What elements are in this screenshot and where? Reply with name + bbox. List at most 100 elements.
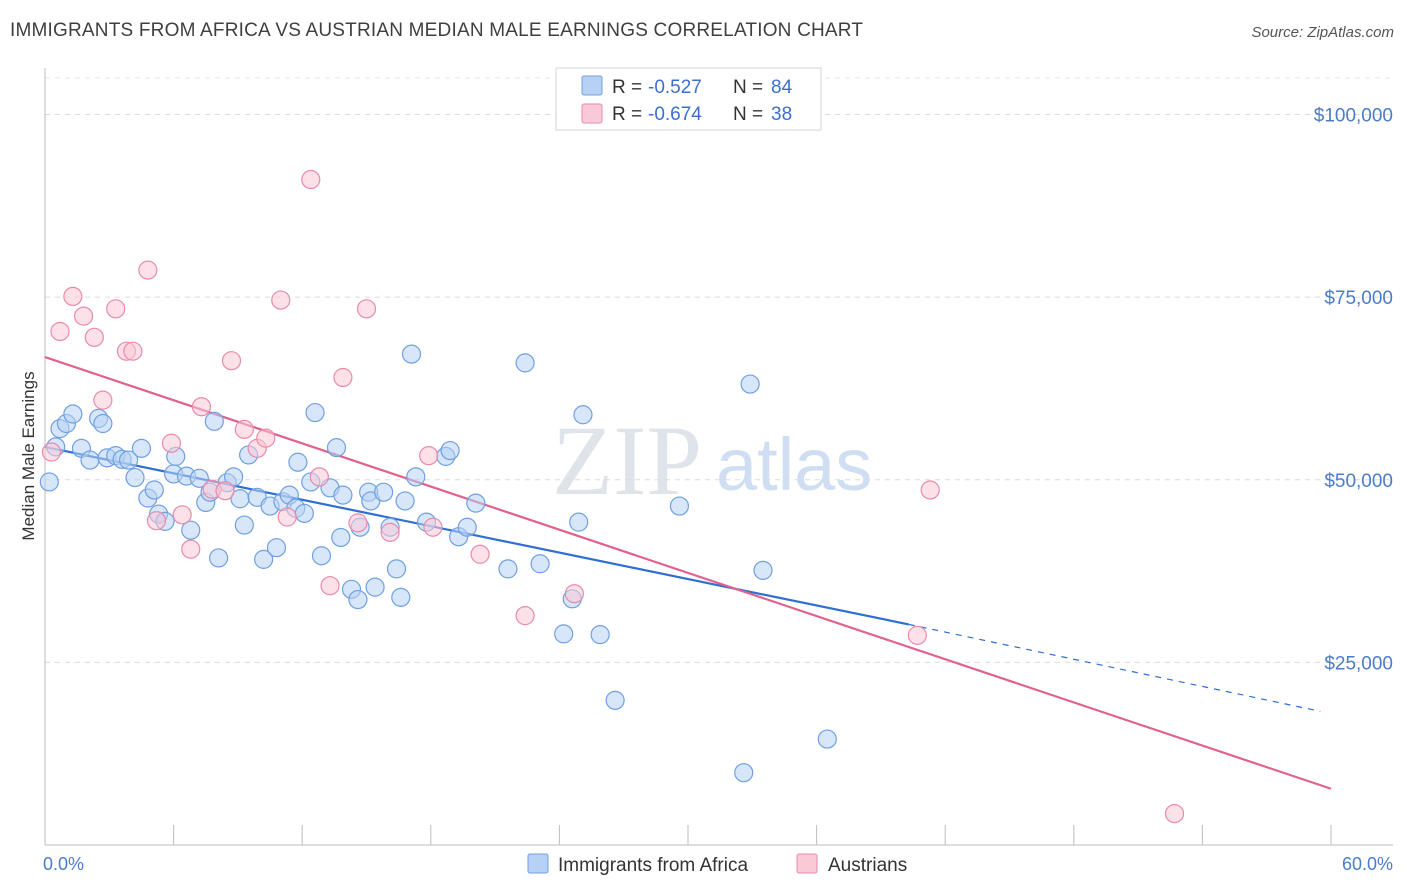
point-africa (605, 690, 625, 710)
point-africa (348, 589, 368, 610)
point-africa (734, 763, 754, 783)
series-legend: Immigrants from Africa Austrians (527, 853, 907, 876)
point-austrians (515, 606, 535, 626)
point-africa (209, 548, 229, 568)
point-africa (63, 404, 83, 424)
point-africa (515, 353, 535, 373)
series-legend-label-austrians: Austrians (828, 855, 907, 876)
point-africa (118, 450, 139, 470)
point-austrians (191, 397, 212, 417)
stats-legend: R = -0.527 N = 84 R = -0.674 N = 38 (555, 67, 822, 131)
legend-r-value-austrians: -0.674 (648, 104, 702, 125)
y-tick-label: $25,000 (1324, 653, 1393, 674)
point-africa (740, 374, 760, 394)
point-austrians (123, 341, 143, 361)
y-axis-label: Median Male Earnings (19, 371, 38, 540)
point-africa (440, 440, 460, 461)
legend-r-value-africa: -0.527 (648, 77, 702, 98)
point-africa (234, 515, 254, 535)
point-africa (401, 344, 422, 364)
point-africa (395, 491, 415, 511)
point-austrians (333, 367, 353, 388)
y-tick-labels: $25,000 $50,000 $75,000 $100,000 (1314, 106, 1393, 675)
point-austrians (221, 351, 242, 371)
point-africa (266, 538, 287, 558)
point-africa (294, 503, 314, 523)
point-austrians (106, 299, 126, 319)
point-austrians (161, 433, 182, 453)
point-africa (311, 546, 332, 566)
point-austrians (63, 286, 83, 307)
point-africa (590, 625, 610, 645)
point-austrians (215, 481, 235, 501)
point-africa (498, 559, 518, 579)
chart-title: IMMIGRANTS FROM AFRICA VS AUSTRIAN MEDIA… (10, 20, 864, 41)
point-austrians (380, 522, 400, 542)
point-africa (386, 559, 407, 579)
point-africa (554, 624, 574, 644)
legend-swatch-austrians (581, 103, 603, 124)
point-austrians (41, 442, 62, 462)
point-africa (93, 413, 113, 434)
series-legend-label-africa: Immigrants from Africa (558, 855, 748, 876)
gridlines (45, 77, 1393, 663)
x-tick-label: 60.0% (1342, 854, 1393, 874)
point-austrians (419, 446, 439, 466)
point-austrians (470, 544, 490, 564)
legend-n-value-austrians: 38 (771, 104, 792, 125)
point-austrians (172, 505, 192, 525)
point-austrians (146, 511, 167, 531)
point-austrians (423, 517, 443, 537)
point-austrians (234, 419, 254, 439)
point-austrians (138, 260, 158, 280)
point-austrians (50, 321, 70, 342)
point-austrians (348, 513, 368, 533)
trend-line-africa-extension (908, 623, 1321, 712)
point-austrians (920, 480, 940, 500)
legend-n-label-africa: N = (733, 77, 763, 98)
point-austrians (1164, 803, 1185, 824)
legend-n-label-austrians: N = (733, 104, 763, 125)
point-austrians (564, 584, 585, 604)
point-africa (406, 467, 426, 487)
point-africa (753, 560, 773, 580)
point-africa (374, 482, 394, 502)
point-africa (288, 452, 308, 472)
point-africa (224, 467, 244, 487)
source-credit: Source: ZipAtlas.com (1251, 24, 1394, 41)
point-africa (80, 450, 100, 470)
y-tick-label: $75,000 (1324, 288, 1393, 309)
point-austrians (93, 390, 113, 410)
trend-line-austrians (44, 355, 1332, 790)
point-austrians (84, 327, 104, 347)
point-africa (254, 549, 274, 569)
y-tick-label: $50,000 (1324, 471, 1393, 492)
point-austrians (277, 507, 297, 527)
legend-r-label-austrians: R = (612, 104, 642, 125)
point-africa (305, 402, 325, 423)
point-africa (189, 468, 209, 488)
point-africa (457, 517, 477, 537)
point-austrians (320, 576, 340, 596)
point-africa (530, 554, 550, 574)
legend-swatch-africa (581, 75, 603, 96)
point-africa (144, 480, 164, 500)
point-africa (39, 472, 59, 492)
point-africa (326, 438, 347, 458)
point-africa (131, 438, 152, 458)
point-austrians (356, 299, 377, 319)
point-austrians (309, 467, 329, 487)
legend-n-value-africa: 84 (771, 77, 793, 98)
point-africa (331, 527, 351, 548)
point-africa (125, 467, 145, 488)
point-africa (569, 512, 589, 532)
point-austrians (73, 306, 94, 326)
series-legend-swatch-africa (527, 853, 549, 874)
point-africa (391, 587, 411, 607)
point-africa (365, 577, 385, 597)
y-tick-label: $100,000 (1314, 106, 1393, 127)
point-austrians (181, 539, 201, 559)
x-tick-label: 0.0% (43, 854, 84, 874)
watermark-atlas: atlas (716, 423, 872, 506)
